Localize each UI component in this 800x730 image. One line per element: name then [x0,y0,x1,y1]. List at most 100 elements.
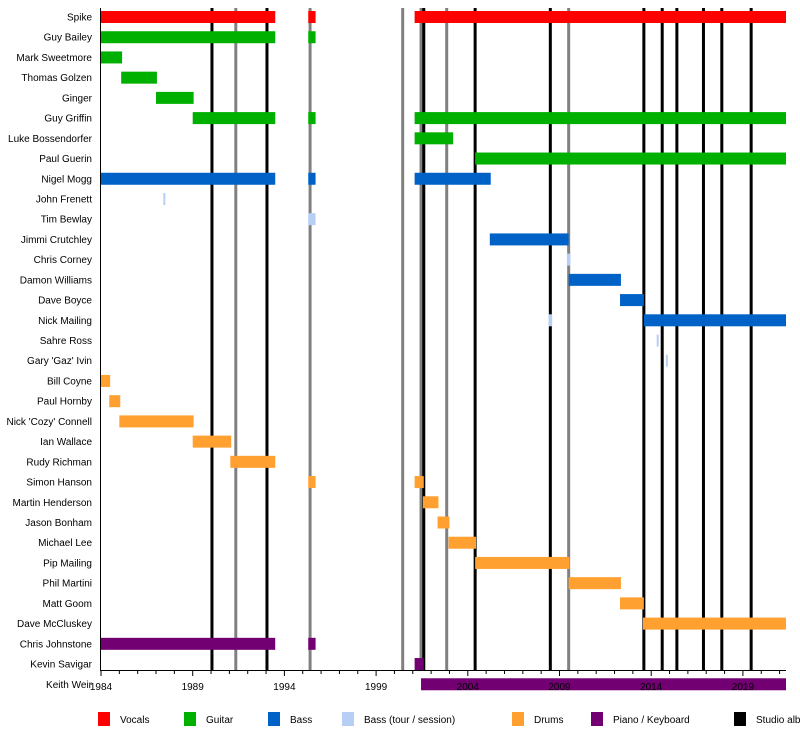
member-bar-drums [308,476,316,489]
member-label: Damon Williams [20,275,92,286]
member-label: Dave Boyce [38,296,92,307]
legend-swatch-vocals [98,712,110,726]
member-bar-drums [109,395,121,408]
member-label: Thomas Golzen [21,73,92,84]
x-tick-label: 2004 [457,682,480,693]
legend-label-guitar: Guitar [206,715,234,726]
member-bar-bass [101,172,276,185]
member-label: Jimmi Crutchley [21,235,92,246]
legend-swatch-bass [268,712,280,726]
legend-label-drums: Drums [534,715,563,726]
member-bar-keys [308,637,316,650]
member-bar-drums [414,476,424,489]
member-bar-drums [620,597,644,610]
member-label: Chris Corney [34,255,92,266]
x-tick-label: 2014 [640,682,663,693]
member-label: Gary 'Gaz' Ivin [27,356,92,367]
member-label: John Frenett [36,194,92,205]
member-label: Mark Sweetmore [16,53,92,64]
member-bar-drums [437,516,450,529]
member-bar-bass_tour [566,253,571,266]
member-bar-keys [421,678,786,691]
member-label: Guy Griffin [44,114,92,125]
member-bar-vocals [308,11,316,23]
member-bar-drums [475,556,570,569]
member-label: Michael Lee [38,538,92,549]
member-bar-guitar [414,112,786,125]
member-bar-guitar [121,71,157,84]
member-label: Nick Mailing [38,316,92,327]
member-bar-bass [489,233,569,246]
member-label: Spike [67,13,92,24]
member-label: Phil Martini [43,579,92,590]
member-bar-drums [101,374,111,387]
member-label: Sahre Ross [40,336,92,347]
x-tick-label: 2009 [548,682,571,693]
member-label: Chris Johnstone [20,639,93,650]
member-label: Dave McCluskey [17,619,92,630]
legend-swatch-keys [591,712,603,726]
legend-label-bass_tour: Bass (tour / session) [364,715,455,726]
member-label: Martin Henderson [13,498,92,509]
member-bar-bass [620,294,644,307]
legend-swatch-bass_tour [342,712,354,726]
member-label: Luke Bossendorfer [8,134,93,145]
x-tick-label: 1984 [90,682,113,693]
member-bar-guitar [101,31,276,44]
member-label: Pip Mailing [43,558,92,569]
member-bar-guitar [156,91,194,104]
member-bar-drums [642,617,786,630]
member-label: Paul Guerin [39,154,92,165]
member-bar-guitar [192,112,276,125]
member-bar-bass_tour [308,213,316,226]
member-label: Rudy Richman [26,457,92,468]
member-bar-guitar [414,132,454,145]
member-label: Matt Goom [43,599,92,610]
member-bar-guitar [308,112,316,125]
member-bar-drums [192,435,232,448]
member-bar-bass_tour [163,192,166,205]
member-label: Guy Bailey [44,33,92,44]
member-label: Keith Weir [46,680,93,691]
member-label: Nick 'Cozy' Connell [6,417,92,428]
member-bar-drums [448,536,477,549]
member-bar-drums [230,455,276,468]
legend-swatch-drums [512,712,524,726]
member-bar-guitar [308,31,316,44]
member-bar-drums [568,577,621,590]
x-tick-label: 1994 [273,682,296,693]
member-bar-guitar [101,51,123,64]
member-bar-bass_tour [656,334,659,347]
member-bar-keys [414,658,424,671]
x-tick-label: 1989 [182,682,205,693]
member-bar-guitar [475,152,786,165]
x-tick-label: 2019 [732,682,755,693]
legend-swatch-guitar [184,712,196,726]
legend-label-vocals: Vocals [120,715,149,726]
member-label: Simon Hanson [26,478,92,489]
member-bar-keys [101,637,276,650]
member-bar-drums [119,415,194,428]
member-label: Ian Wallace [40,437,92,448]
legend-swatch-studio [734,712,746,726]
member-bar-bass [643,314,786,327]
member-bar-bass [568,273,621,286]
member-label: Nigel Mogg [41,174,92,185]
member-label: Bill Coyne [47,376,92,387]
member-bar-vocals [101,11,276,23]
member-bar-bass_tour [548,314,553,327]
member-bar-bass [308,172,316,185]
member-bar-bass_tour [665,354,668,367]
member-label: Kevin Savigar [30,660,92,671]
member-label: Tim Bewlay [41,215,92,226]
member-label: Paul Hornby [37,397,92,408]
member-bar-drums [422,496,439,509]
legend-label-keys: Piano / Keyboard [613,715,690,726]
member-bar-bass [414,172,491,185]
member-label: Jason Bonham [25,518,92,529]
member-label: Ginger [62,93,93,104]
legend-label-bass: Bass [290,715,312,726]
x-tick-label: 1999 [365,682,388,693]
member-bar-vocals [414,11,786,23]
